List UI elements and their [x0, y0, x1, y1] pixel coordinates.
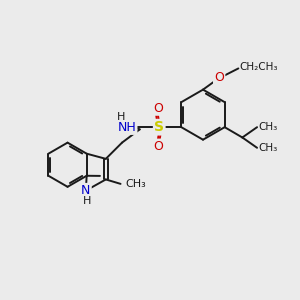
- Text: O: O: [153, 140, 163, 153]
- Text: CH₃: CH₃: [259, 143, 278, 153]
- Text: S: S: [154, 120, 164, 134]
- Text: CH₃: CH₃: [259, 122, 278, 132]
- Text: O: O: [153, 101, 163, 115]
- Text: O: O: [214, 71, 224, 84]
- Text: CH₂CH₃: CH₂CH₃: [240, 62, 278, 72]
- Text: H: H: [117, 112, 126, 122]
- Text: CH₃: CH₃: [125, 179, 146, 189]
- Text: NH: NH: [118, 121, 136, 134]
- Text: H: H: [83, 196, 92, 206]
- Text: N: N: [81, 184, 91, 197]
